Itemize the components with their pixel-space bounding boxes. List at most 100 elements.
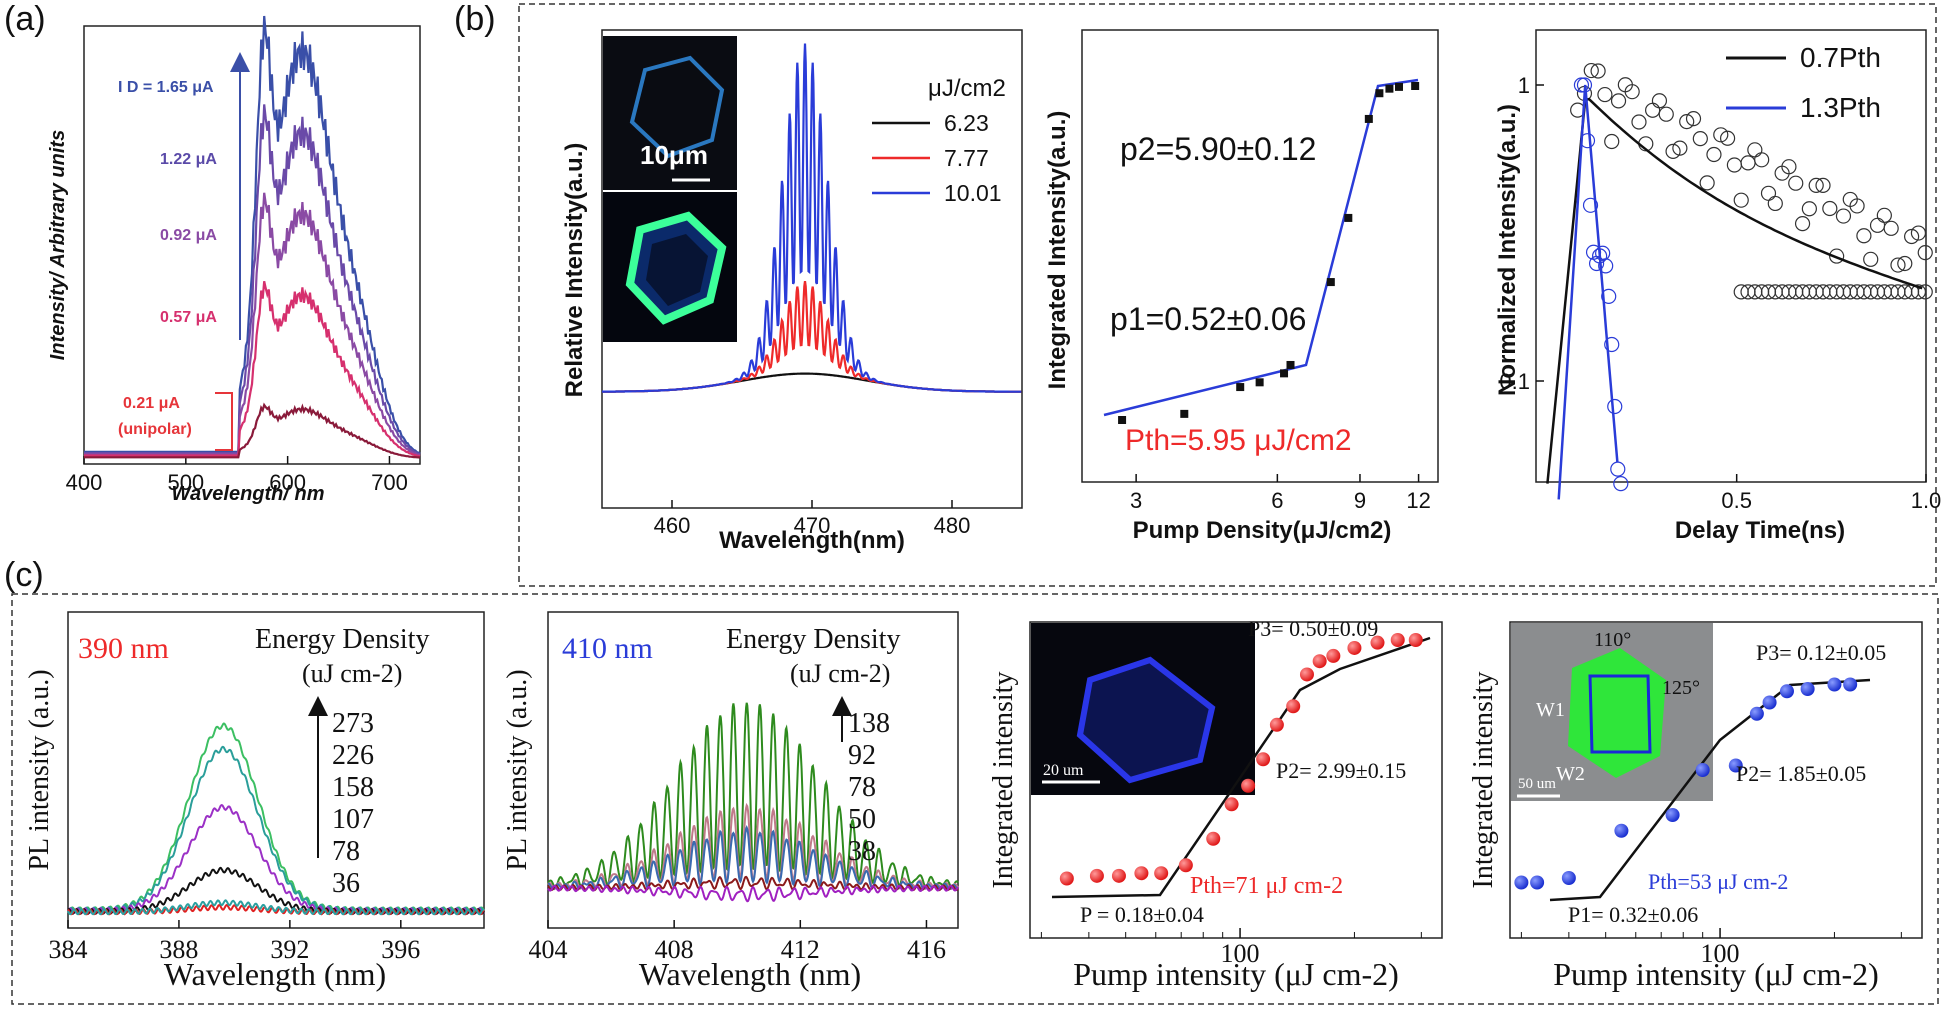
- b1-inset-scale-label: 10μm: [640, 140, 708, 170]
- pc2-lines-xtick-label-2: 412: [781, 935, 820, 964]
- b3-circle-black-32: [1760, 185, 1777, 201]
- c3-annot-pth: Pth=71 μJ cm-2: [1190, 873, 1343, 899]
- pc4-points-point-2: [1561, 871, 1576, 885]
- a-xtick-label-2: 600: [269, 470, 306, 495]
- pc1-lines-series-5: [67, 899, 485, 916]
- b1-legend-title: μJ/cm2: [928, 75, 1006, 102]
- b3-circle-black-72: [1897, 255, 1913, 272]
- b2-point-1: [1180, 409, 1189, 418]
- b2-point-12: [1411, 82, 1420, 91]
- b2-point-7: [1344, 213, 1353, 222]
- b3-circle-black-42: [1794, 216, 1811, 232]
- b3-circle-black-64: [1869, 217, 1886, 233]
- b3-xtick-label-0: 0.5: [1721, 488, 1752, 513]
- pc2-lines-level-0: 138: [848, 708, 890, 739]
- b2-point-9: [1375, 89, 1384, 98]
- panel-c-frame: [11, 593, 1939, 1005]
- b3-circle-blue-13: [1613, 476, 1629, 492]
- b3-circle-black-50: [1822, 200, 1838, 217]
- a-series-1: [84, 104, 421, 456]
- panel-a-xlabel: Wavelength/ nm: [172, 483, 325, 505]
- panel-label-a: (a): [4, 0, 46, 38]
- b3-circle-blue-8: [1598, 258, 1614, 274]
- panel-b3: 0.5 1.010.1 0.7Pth 1.3Pth Delay Time(ns) …: [1494, 29, 1941, 544]
- pc2-lines-level-2: 78: [848, 772, 876, 803]
- b3-circle-black-34: [1767, 195, 1783, 212]
- pc2-lines-series-4: [547, 884, 959, 903]
- a-xtick-label-3: 700: [371, 470, 408, 495]
- pc4-points-point-8: [1762, 695, 1777, 710]
- pc2-lines-xtick-label-0: 404: [529, 935, 568, 964]
- panel-c3: 20 um 100 P3= 0.50±0.09 P2= 2.99±0.15 Pt…: [988, 616, 1443, 992]
- panel-label-b: (b): [454, 0, 496, 38]
- b2-point-11: [1394, 82, 1403, 91]
- pc4-points-point-5: [1695, 763, 1710, 777]
- b3-legend-label-0: 0.7Pth: [1800, 42, 1881, 73]
- b2-xtick-label-1: 6: [1271, 488, 1283, 513]
- pc1-lines-level-4: 78: [332, 836, 360, 867]
- pc4-points-point-3: [1614, 823, 1629, 838]
- b3-circle-black-24: [1733, 192, 1749, 208]
- b2-xtick-label-2: 9: [1354, 488, 1366, 513]
- b1-legend-label-2: 10.01: [944, 180, 1002, 206]
- pc1-lines-xtick-label-3: 396: [381, 935, 420, 964]
- pc3-points-point-15: [1347, 640, 1362, 655]
- pc4-points-point-1: [1530, 875, 1545, 890]
- a-label-021: 0.21 μA: [123, 395, 180, 412]
- pc3-points-point-12: [1299, 667, 1314, 682]
- b3-circle-black-16: [1679, 114, 1695, 130]
- a-series-2: [84, 192, 421, 457]
- panel-c1: 384 388 392 396 390 nm Energy Density (uJ c…: [24, 611, 485, 992]
- pc3-points-point-3: [1134, 866, 1149, 881]
- b3-circle-black-17: [1685, 110, 1702, 127]
- b3-circle-black-58: [1849, 198, 1865, 214]
- b3-circle-blue-0: [1573, 77, 1590, 93]
- b3-circle-black-19: [1699, 175, 1715, 191]
- pc3-points-point-13: [1312, 654, 1327, 669]
- pc4-points-point-12: [1843, 677, 1858, 692]
- panel-b1-xlabel: Wavelength(nm): [719, 527, 905, 554]
- panel-b2: 3 6 9 12 p2=5.90±0.12 p1=0.52±0.06 Pth=5.95…: [1044, 29, 1439, 544]
- pc1-lines-xtick-label-2: 392: [270, 935, 309, 964]
- panel-c4: 110° 125° W1 W2 50 um 100 P3= 0.12±0.05 …: [1468, 621, 1923, 992]
- b3-circle-black-21: [1713, 127, 1729, 143]
- b3-circle-black-74: [1904, 228, 1920, 245]
- pc2-lines-level-1: 92: [848, 740, 876, 771]
- pc3-points-point-11: [1286, 699, 1301, 714]
- b2-point-0: [1118, 416, 1127, 424]
- b3-fit-blue: [1557, 84, 1619, 500]
- panel-b1-ylabel: Relative Intensity(a.u.): [561, 143, 588, 398]
- c1-title: 390 nm: [78, 632, 169, 665]
- pc3-points-point-4: [1154, 866, 1169, 881]
- panel-b3-ylabel: Normalized Intensity(a.u.): [1494, 104, 1521, 396]
- pc1-lines-xtick-label-1: 388: [159, 935, 198, 964]
- pc3-points-point-1: [1089, 868, 1104, 883]
- b1-xtick-label-1: 470: [794, 513, 831, 538]
- pc4-points-point-9: [1779, 684, 1794, 699]
- b3-circle-black-26: [1740, 155, 1756, 171]
- b3-circle-black-12: [1651, 93, 1668, 109]
- b3-ytick-label-0: 1: [1518, 73, 1530, 98]
- c4-inset-w2: W2: [1556, 763, 1585, 785]
- panel-c1-ylabel: PL intensity (a.u.): [24, 669, 55, 870]
- c4-annot-p3: P3= 0.12±0.05: [1756, 640, 1886, 665]
- pc1-lines-series-1: [67, 745, 485, 914]
- panel-b2-ylabel: Integrated Intensity(a.u.): [1044, 111, 1071, 390]
- c4-fit-line: [1549, 678, 1871, 902]
- panel-a-ylabel: Intensity/ Arbitrary units: [47, 130, 69, 360]
- pc4-points-point-0: [1514, 875, 1529, 890]
- c4-annot-p1: P1= 0.32±0.06: [1568, 902, 1698, 927]
- b3-circle-black-44: [1801, 201, 1817, 217]
- pc2-lines-series-0: [547, 702, 959, 889]
- b2-annot-p2: p2=5.90±0.12: [1120, 131, 1316, 167]
- pc4-points-point-7: [1749, 706, 1764, 721]
- a-xtick-label-1: 500: [167, 470, 204, 495]
- c3-annot-p2: P2= 2.99±0.15: [1276, 758, 1406, 783]
- b3-circle-blue-12: [1610, 461, 1626, 477]
- c4-annot-p2: P2= 1.85±0.05: [1736, 761, 1866, 786]
- b1-inset-hexagon-top: [629, 55, 725, 159]
- b3-circle-black-18: [1692, 131, 1708, 147]
- pc3-points-xtick-label-0: 100: [1221, 939, 1260, 968]
- b2-point-3: [1255, 378, 1264, 387]
- a-label-092: 0.92 μA: [160, 227, 217, 244]
